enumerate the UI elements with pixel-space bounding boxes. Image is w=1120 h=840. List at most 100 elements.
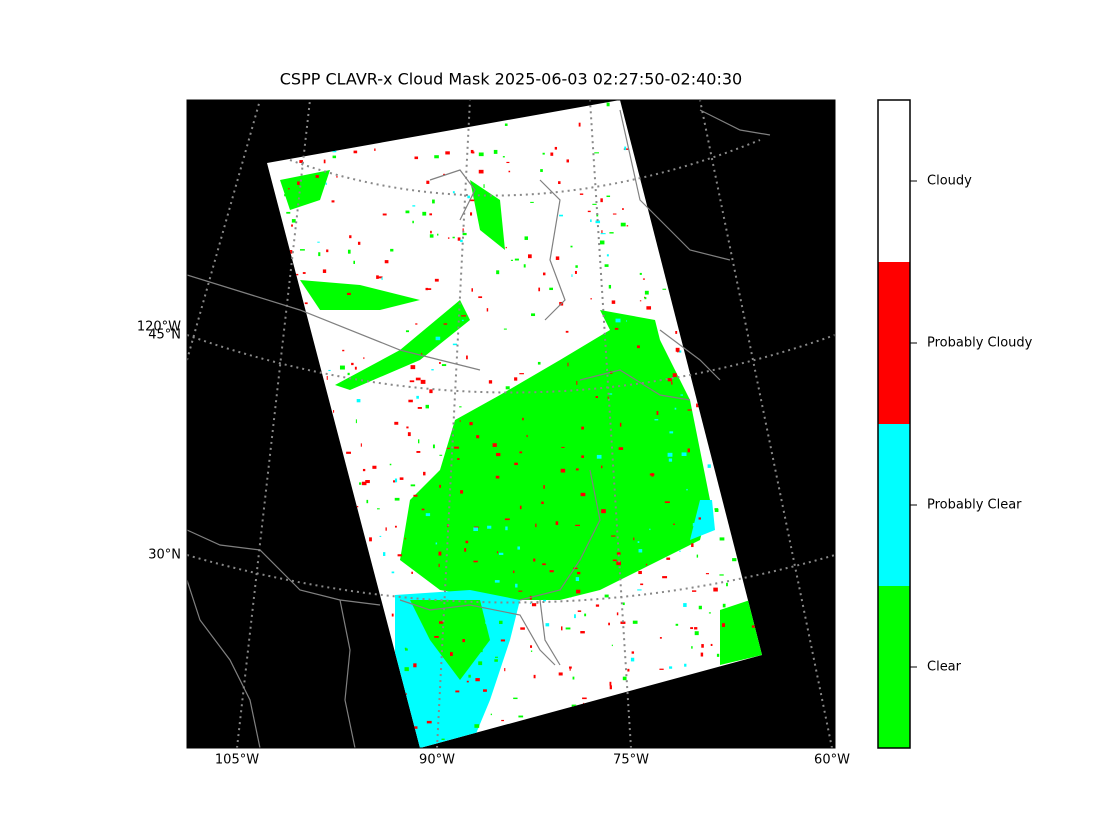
speckle [574,270,577,274]
speckle [576,555,579,559]
speckle [379,535,382,537]
speckle [608,622,610,626]
speckle [692,523,696,527]
speckle [362,468,366,472]
speckle [659,668,664,670]
speckle [561,446,565,448]
speckle [682,530,685,533]
speckle [415,377,421,381]
speckle [485,621,488,624]
speckle [322,269,327,273]
speckle [483,689,487,692]
speckle [530,650,533,652]
speckle [710,643,713,646]
speckle [600,233,606,235]
speckle [607,396,609,399]
speckle [578,122,581,127]
speckle [416,451,421,453]
speckle [600,198,603,203]
speckle [408,399,413,403]
speckle [530,201,534,203]
speckle [347,249,351,254]
speckle [465,540,469,544]
speckle [722,603,726,608]
speckle [288,250,293,254]
speckle [612,213,617,215]
speckle [578,403,583,406]
speckle [357,241,361,245]
speckle [391,571,395,574]
speckle [356,399,361,403]
speckle [355,419,357,424]
speckle [378,276,383,279]
speckle [488,380,493,384]
speckle [606,102,610,107]
speckle [411,571,413,574]
speckle [410,365,416,370]
speckle [478,152,484,157]
colorbar-label: Probably Clear [927,498,1022,513]
speckle [616,552,621,555]
speckle [515,583,518,588]
speckle [447,526,452,530]
speckle [488,582,491,584]
speckle [575,577,580,582]
speckle [459,448,463,451]
speckle [555,256,560,260]
speckle [625,320,628,322]
speckle [664,501,669,503]
speckle [432,199,435,204]
speckle [581,455,584,458]
speckle [662,288,667,290]
speckle [513,697,518,700]
speckle [449,468,451,472]
speckle [426,720,432,724]
speckle [732,558,737,562]
speckle [518,590,523,592]
speckle [429,213,433,216]
speckle [675,330,678,334]
speckle [508,170,511,173]
speckle [513,451,518,453]
speckle [486,308,489,312]
speckle [649,528,651,531]
speckle [671,381,673,385]
speckle [426,288,432,290]
speckle [639,272,642,275]
speckle [499,620,503,625]
speckle [630,657,635,662]
speckle [449,322,454,326]
speckle [691,646,693,649]
speckle [558,181,561,185]
speckle [547,516,549,520]
speckle [470,212,473,216]
speckle [580,631,585,634]
speckle [612,559,617,562]
speckle [461,319,464,322]
speckle [638,549,643,553]
speckle [579,193,584,195]
speckle [514,258,519,261]
speckle [462,232,467,236]
speckle [513,507,519,510]
speckle [425,513,431,517]
speckle [304,302,308,305]
map-content [187,100,835,748]
speckle [504,518,510,521]
speckle [397,554,402,557]
speckle [601,465,603,469]
speckle [353,150,358,154]
speckle [381,277,383,281]
speckle [554,146,558,150]
speckle [549,448,552,453]
speckle [620,621,626,624]
speckle [471,288,473,292]
speckle [430,230,432,234]
speckle [751,625,757,628]
speckle [609,406,612,411]
speckle [644,290,649,295]
speckle [669,666,673,669]
speckle [680,394,684,396]
speckle [520,428,524,431]
speckle [426,180,430,184]
